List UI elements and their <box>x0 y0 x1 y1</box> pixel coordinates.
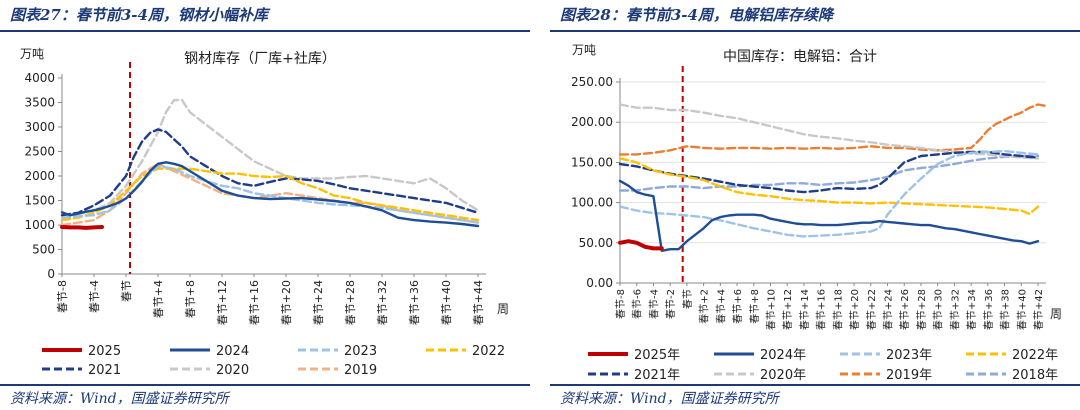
legend-label-2021年: 2021年 <box>634 368 680 383</box>
x-tick-label: 春节+6 <box>732 289 744 324</box>
x-tick-label: 春节 <box>682 289 694 309</box>
y-tick-label: 0.00 <box>586 276 613 290</box>
aluminum-inventory-chart: 中国库存：电解铝：合计 万吨 0.00 50.00 100.00 150.00 200.00… <box>571 43 1062 383</box>
y-tick-label: 500 <box>32 243 55 257</box>
x-tick-label: 春节+20 <box>849 289 861 330</box>
x-tick-label: 春节+14 <box>799 289 811 330</box>
x-tick-label: 春节+16 <box>248 280 261 325</box>
left-figure-panel: 图表27：春节前3-4周，钢材小幅补库 钢材库存（厂库+社库） 万吨 0 500 100… <box>0 0 530 410</box>
x-tick-label: 春节+44 <box>472 280 485 325</box>
x-tick-label: 春节+8 <box>184 280 197 318</box>
series-line-2024 <box>60 161 480 228</box>
x-tick-label: 春节-4 <box>648 289 660 319</box>
y-tick-label: 150.00 <box>571 155 613 169</box>
x-tick-label: 春节+18 <box>832 289 844 330</box>
steel-inventory-chart: 钢材库存（厂库+社库） 万吨 0 500 1000 1500 2000 2500 3000 350… <box>20 47 509 378</box>
x-tick-label: 春节+40 <box>440 280 453 325</box>
y-axis-unit-label: 万吨 <box>20 47 44 61</box>
left-source-note: 资料来源：Wind，国盛证券研究所 <box>10 391 229 407</box>
x-tick-label: 春节+10 <box>765 289 777 330</box>
legend-label-2024年: 2024年 <box>760 348 806 363</box>
series-line-2025年 <box>618 239 664 251</box>
chart-title: 中国库存：电解铝：合计 <box>723 49 877 65</box>
y-tick-label: 2500 <box>24 145 55 159</box>
chart-title: 钢材库存（厂库+社库） <box>184 51 336 67</box>
series-line-2022年 <box>618 157 1040 216</box>
x-tick-label: 春节+22 <box>866 289 878 330</box>
x-tick-label: 春节+28 <box>916 289 928 330</box>
x-tick-label: 春节+16 <box>816 289 828 330</box>
x-tick-label: 春节 <box>120 280 133 302</box>
y-tick-label: 4000 <box>24 71 55 85</box>
legend-label-2023: 2023 <box>344 344 377 359</box>
series-line-2025 <box>60 225 104 230</box>
left-top-rule <box>0 30 530 32</box>
x-tick-label: 春节+24 <box>883 289 895 330</box>
right-bottom-rule <box>550 384 1080 386</box>
legend-label-2024: 2024 <box>216 344 249 359</box>
x-tick-label: 春节+8 <box>749 289 761 324</box>
x-tick-label: 春节+12 <box>216 280 229 325</box>
legend-label-2021: 2021 <box>88 363 121 378</box>
y-tick-label: 250.00 <box>571 75 613 89</box>
x-tick-label: 春节-8 <box>615 289 627 319</box>
series-line-2022 <box>60 167 480 222</box>
x-tick-label: 春节+42 <box>1033 289 1045 330</box>
legend-label-2020年: 2020年 <box>760 368 806 383</box>
x-tick-label: 春节+2 <box>699 289 711 324</box>
x-tick-label: 春节+4 <box>715 289 727 324</box>
y-tick-label: 0 <box>47 267 55 281</box>
right-figure-panel: 图表28：春节前3-4周，电解铝库存续降 中国库存：电解铝：合计 万吨 0.00 50… <box>550 0 1080 410</box>
series-line-2021 <box>60 128 480 217</box>
right-figure-title: 图表28：春节前3-4周，电解铝库存续降 <box>560 6 833 24</box>
x-tick-label: 春节+28 <box>344 280 357 325</box>
legend-label-2022: 2022 <box>472 344 505 359</box>
left-bottom-rule <box>0 384 530 386</box>
y-tick-label: 1500 <box>24 194 55 208</box>
x-tick-label: 春节+32 <box>376 280 389 325</box>
legend-label-2018年: 2018年 <box>1012 368 1058 383</box>
legend-label-2023年: 2023年 <box>886 348 932 363</box>
right-top-rule <box>550 30 1080 32</box>
legend-label-2025年: 2025年 <box>634 348 680 363</box>
series-line-2018年 <box>618 154 1040 192</box>
x-tick-label: 春节+20 <box>280 280 293 325</box>
y-tick-label: 200.00 <box>571 115 613 129</box>
y-tick-label: 100.00 <box>571 196 613 210</box>
x-tick-label: 春节-2 <box>665 289 677 319</box>
x-tick-label: 春节+4 <box>152 280 165 318</box>
legend-label-2020: 2020 <box>216 363 249 378</box>
x-tick-label: 春节-6 <box>632 289 644 319</box>
x-tick-label: 春节+34 <box>966 289 978 330</box>
x-axis-label: 周 <box>497 302 509 316</box>
legend-label-2019年: 2019年 <box>886 368 932 383</box>
series-line-2023年 <box>618 149 1040 238</box>
y-tick-label: 2000 <box>24 169 55 183</box>
legend-label-2025: 2025 <box>88 344 121 359</box>
y-tick-label: 50.00 <box>579 236 613 250</box>
x-tick-label: 春节+24 <box>312 280 325 325</box>
x-axis-label: 周 <box>1050 307 1062 321</box>
right-source-note: 资料来源：Wind，国盛证券研究所 <box>560 391 779 407</box>
x-tick-label: 春节+36 <box>408 280 421 325</box>
x-tick-label: 春节+36 <box>983 289 995 330</box>
x-tick-label: 春节-8 <box>56 280 69 313</box>
series-line-2024年 <box>618 179 1040 252</box>
legend-label-2022年: 2022年 <box>1012 348 1058 363</box>
series-line-2020 <box>60 98 480 217</box>
x-tick-label: 春节+32 <box>949 289 961 330</box>
series-line-2019年 <box>618 103 1048 156</box>
x-tick-label: 春节+40 <box>1016 289 1028 330</box>
x-tick-label: 春节+12 <box>782 289 794 330</box>
x-tick-label: 春节-4 <box>88 280 101 313</box>
y-axis-unit-label: 万吨 <box>572 43 596 57</box>
x-tick-label: 春节+26 <box>899 289 911 330</box>
y-tick-label: 3500 <box>24 96 55 110</box>
legend-label-2019: 2019 <box>344 363 377 378</box>
y-tick-label: 3000 <box>24 120 55 134</box>
y-tick-label: 1000 <box>24 218 55 232</box>
x-tick-label: 春节+30 <box>933 289 945 330</box>
left-figure-title: 图表27：春节前3-4周，钢材小幅补库 <box>10 6 268 24</box>
x-tick-label: 春节+38 <box>1000 289 1012 330</box>
